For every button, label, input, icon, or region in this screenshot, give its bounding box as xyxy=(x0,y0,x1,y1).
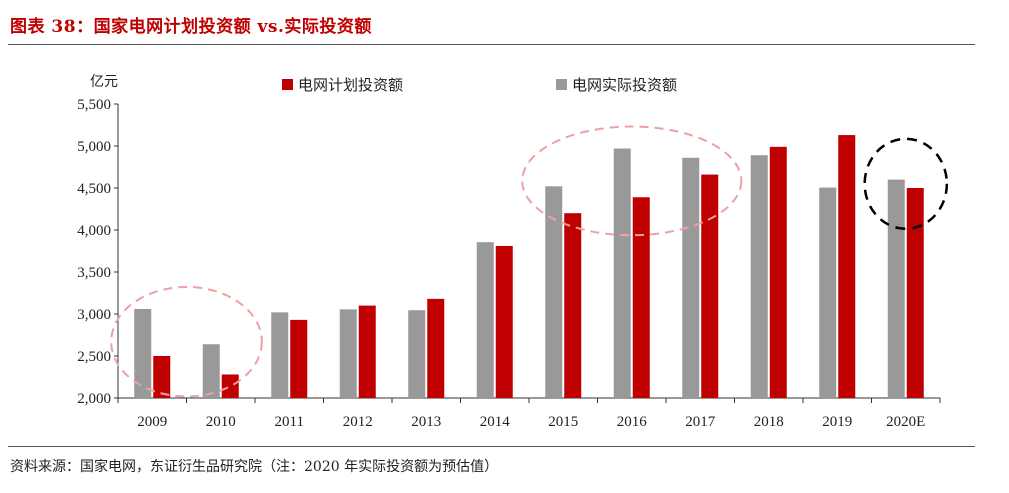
x-tick-label: 2018 xyxy=(754,414,784,430)
legend-label: 电网实际投资额 xyxy=(572,76,677,94)
bar-plan xyxy=(495,245,513,398)
y-axis-unit: 亿元 xyxy=(90,74,118,90)
x-tick-label: 2019 xyxy=(822,414,852,430)
y-tick-label: 3,500 xyxy=(77,265,111,281)
x-tick-label: 2014 xyxy=(480,414,511,430)
bar-actual xyxy=(682,157,700,398)
bar-actual xyxy=(271,312,289,398)
bar-actual xyxy=(613,148,631,398)
source-note: 资料来源：国家电网，东证衍生品研究院（注：2020 年实际投资额为预估值） xyxy=(10,459,499,475)
x-tick-label: 2013 xyxy=(411,414,441,430)
bar-plan xyxy=(290,319,308,398)
bar-plan xyxy=(564,213,582,398)
bar-actual xyxy=(819,187,837,398)
y-tick-label: 3,000 xyxy=(77,307,111,323)
figure-title: 图表 38：国家电网计划投资额 vs.实际投资额 xyxy=(10,17,372,37)
x-tick-label: 2016 xyxy=(617,414,648,430)
bar-plan xyxy=(838,135,856,398)
annotation-ellipse xyxy=(521,125,743,237)
y-tick-label: 5,500 xyxy=(77,97,111,113)
bar-plan xyxy=(906,188,924,398)
bar-plan xyxy=(632,197,650,398)
chart-legend: 电网计划投资额 电网实际投资额 xyxy=(282,76,677,94)
x-tick-label: 2012 xyxy=(343,414,373,430)
x-tick-label: 2020E xyxy=(886,414,925,430)
bar-actual xyxy=(339,309,357,398)
y-tick-label: 4,000 xyxy=(77,223,111,239)
x-tick-label: 2010 xyxy=(206,414,236,430)
y-tick-label: 4,500 xyxy=(77,181,111,197)
bar-plan xyxy=(769,146,787,398)
bottom-rule xyxy=(8,446,975,447)
top-rule xyxy=(8,44,975,45)
bar-plan xyxy=(701,174,719,398)
bar-plan xyxy=(358,305,376,398)
bar-actual xyxy=(476,242,494,398)
chart-axes: 2,000 2,500 3,000 3,500 4,000 4,500 5,000 5,500… xyxy=(77,74,941,430)
y-tick-label: 2,000 xyxy=(77,391,111,407)
annotation-ellipse xyxy=(110,285,263,398)
chart-annotations xyxy=(110,125,949,398)
bar-actual xyxy=(202,344,220,398)
bar-actual xyxy=(545,186,563,398)
annotation-ellipse xyxy=(863,137,949,231)
bar-actual xyxy=(750,155,768,398)
bar-plan xyxy=(153,356,171,398)
legend-swatch xyxy=(282,79,293,90)
legend-label: 电网计划投资额 xyxy=(298,76,403,94)
x-tick-label: 2017 xyxy=(685,414,716,430)
x-tick-label: 2011 xyxy=(275,414,304,430)
bar-actual xyxy=(408,310,426,398)
bar-actual xyxy=(887,179,905,398)
chart-bars xyxy=(134,135,924,398)
y-tick-label: 5,000 xyxy=(77,139,111,155)
bar-actual xyxy=(134,308,152,398)
x-tick-label: 2009 xyxy=(137,414,167,430)
bar-plan xyxy=(427,298,445,398)
y-tick-label: 2,500 xyxy=(77,349,111,365)
x-tick-label: 2015 xyxy=(548,414,578,430)
bar-plan xyxy=(221,374,239,398)
legend-swatch xyxy=(556,79,567,90)
